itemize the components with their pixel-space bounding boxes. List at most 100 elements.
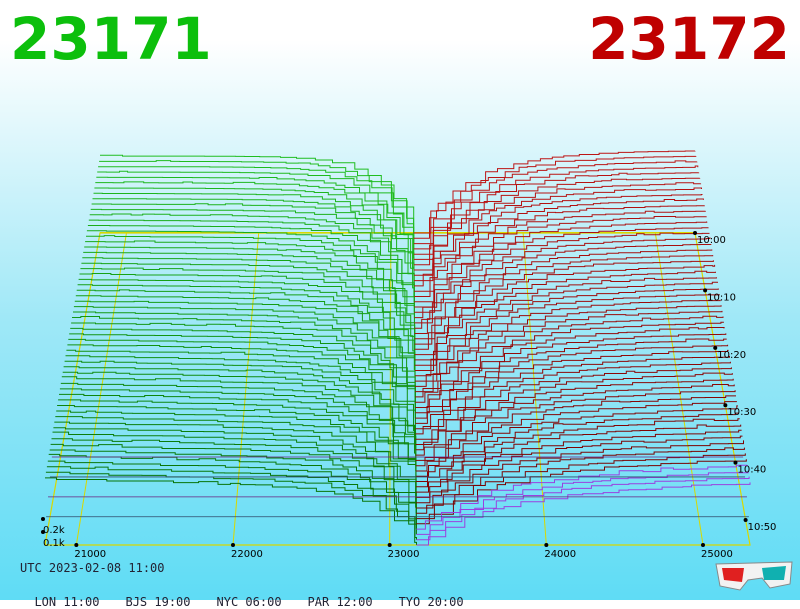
time-tick-label: 10:50 xyxy=(748,522,777,533)
ask-depth-series xyxy=(46,150,751,546)
bid-depth-line xyxy=(89,213,415,292)
depth-tick-mark xyxy=(41,530,45,534)
bid-depth-line xyxy=(51,438,417,508)
utc-timestamp: UTC 2023-02-08 11:00 xyxy=(20,561,165,575)
time-tick-label: 10:30 xyxy=(727,407,756,418)
ask-depth-line xyxy=(414,198,704,282)
ask-depth-line xyxy=(415,327,725,403)
ask-depth-line xyxy=(415,378,734,451)
ask-price: 23172 xyxy=(588,5,790,73)
time-tick-label: 10:10 xyxy=(707,292,736,303)
time-tick-mark xyxy=(733,460,738,465)
bid-depth-line xyxy=(92,198,415,276)
bid-depth-line xyxy=(94,187,415,265)
bid-depth-line xyxy=(95,181,415,260)
ask-depth-line xyxy=(414,232,710,313)
bid-depth-line xyxy=(80,267,416,345)
ask-depth-line xyxy=(415,344,729,419)
ask-depth-line xyxy=(413,187,702,271)
ask-depth-line xyxy=(416,418,740,488)
bid-depth-line xyxy=(66,349,416,424)
time-tick-label: 10:20 xyxy=(717,350,746,361)
ask-depth-line xyxy=(413,160,698,245)
ask-depth-line xyxy=(414,255,714,334)
bid-depth-line xyxy=(67,344,416,419)
bid-depth-line xyxy=(50,443,417,514)
ask-depth-line xyxy=(414,270,716,350)
bid-depth-line xyxy=(57,405,417,477)
x-tick-label: 21000 xyxy=(74,549,106,560)
ask-depth-line xyxy=(416,459,747,525)
bid-depth-line xyxy=(70,327,416,403)
bid-depth-line xyxy=(58,399,417,471)
timezone-nyc: NYC 06:00 xyxy=(216,595,282,609)
bid-depth-line xyxy=(96,176,415,255)
ask-depth-line xyxy=(415,310,723,387)
ask-depth-line xyxy=(414,249,713,329)
bid-depth-line xyxy=(73,306,416,382)
bid-depth-line xyxy=(83,251,415,329)
timezone-par: PAR 12:00 xyxy=(307,595,373,609)
ask-depth-line xyxy=(416,429,742,498)
bid-depth-line xyxy=(65,355,416,429)
ask-depth-line xyxy=(415,405,738,477)
ask-depth-line xyxy=(414,216,707,297)
time-tick-mark xyxy=(703,288,708,293)
ask-depth-line xyxy=(413,172,700,255)
bid-depth-line xyxy=(68,338,416,413)
ask-depth-line xyxy=(413,165,699,250)
bid-depth-line xyxy=(78,278,416,355)
time-tick-label: 10:40 xyxy=(737,465,766,476)
ask-depth-line xyxy=(416,440,744,509)
ask-depth-line xyxy=(415,401,737,472)
bid-depth-line xyxy=(71,322,416,397)
time-tick-mark xyxy=(713,345,718,350)
ask-depth-line xyxy=(415,333,727,408)
bid-depth-line xyxy=(45,471,417,540)
bid-depth-line xyxy=(88,219,415,297)
x-tick-mark xyxy=(544,543,549,547)
bid-depth-line xyxy=(87,225,415,302)
ask-depth-line xyxy=(416,435,743,504)
ask-depth-line xyxy=(415,361,731,435)
bid-depth-line xyxy=(47,460,417,530)
time-tick-mark xyxy=(723,403,728,408)
price-gridline xyxy=(389,232,392,546)
bid-depth-line xyxy=(46,466,417,535)
bid-depth-line xyxy=(59,388,417,461)
timezone-bjs: BJS 19:00 xyxy=(125,595,191,609)
bid-depth-line xyxy=(69,333,416,408)
timezone-row: LON 11:00 BJS 19:00 NYC 06:00 PAR 12:00 TYO … xyxy=(20,581,490,609)
bid-depth-line xyxy=(54,421,417,493)
ask-depth-line xyxy=(416,482,751,546)
ask-depth-line xyxy=(414,227,709,308)
ask-depth-line xyxy=(415,367,732,440)
bid-price: 23171 xyxy=(10,5,212,73)
time-tick-mark xyxy=(693,231,697,235)
bid-depth-line xyxy=(90,208,415,286)
x-tick-label: 22000 xyxy=(231,549,263,560)
depth-tick-mark xyxy=(41,517,45,521)
ask-depth-line xyxy=(415,356,730,430)
ask-depth-line xyxy=(416,464,748,530)
3d-glasses-icon[interactable] xyxy=(712,558,796,592)
ask-depth-line xyxy=(414,260,714,340)
bid-depth-line xyxy=(85,240,415,318)
ask-depth-line xyxy=(414,299,721,377)
bid-depth-line xyxy=(81,262,416,339)
ask-depth-line xyxy=(414,288,719,366)
ask-depth-line xyxy=(416,476,750,541)
bid-depth-line xyxy=(76,289,416,366)
ask-depth-line xyxy=(414,237,711,319)
x-tick-label: 25000 xyxy=(701,549,733,560)
timezone-tyo: TYO 20:00 xyxy=(398,595,464,609)
ask-depth-line xyxy=(413,177,701,260)
bid-depth-line xyxy=(86,230,415,307)
ask-depth-line xyxy=(415,338,727,414)
ask-depth-line xyxy=(415,372,733,445)
x-tick-label: 24000 xyxy=(544,549,576,560)
bid-depth-line xyxy=(84,246,415,323)
bid-depth-line xyxy=(45,477,417,545)
ask-depth-line xyxy=(415,305,722,382)
